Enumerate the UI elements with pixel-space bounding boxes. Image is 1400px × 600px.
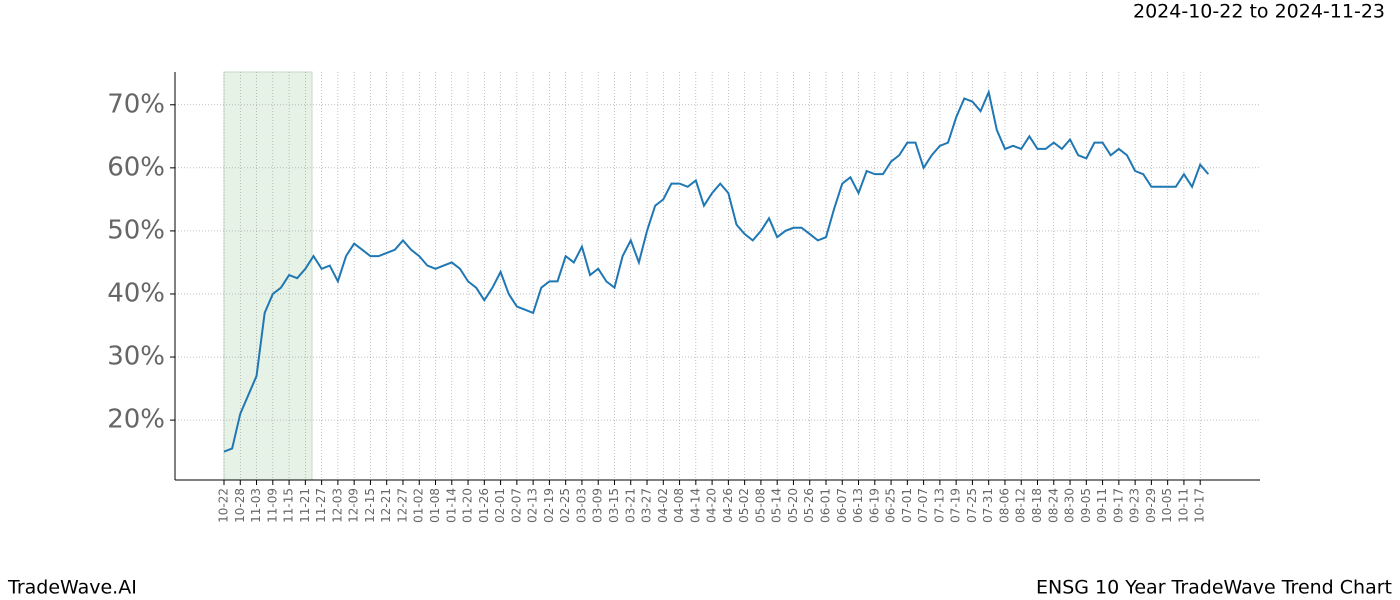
x-tick-label: 05-14 bbox=[770, 488, 784, 523]
x-tick-label: 07-31 bbox=[981, 488, 995, 523]
x-tick-label: 04-08 bbox=[672, 488, 686, 523]
x-tick-label: 06-01 bbox=[818, 488, 832, 523]
x-tick-label: 01-20 bbox=[461, 488, 475, 523]
x-tick-label: 11-15 bbox=[282, 488, 296, 523]
x-tick-label: 06-19 bbox=[867, 488, 881, 523]
x-tick-label: 05-02 bbox=[737, 488, 751, 523]
x-tick-label: 09-23 bbox=[1128, 488, 1142, 523]
y-tick-label: 30% bbox=[107, 342, 165, 372]
x-tick-label: 03-09 bbox=[591, 488, 605, 523]
x-tick-label: 05-26 bbox=[802, 488, 816, 523]
x-tick-label: 08-06 bbox=[997, 488, 1011, 523]
x-tick-label: 03-15 bbox=[607, 488, 621, 523]
x-tick-label: 04-02 bbox=[656, 488, 670, 523]
x-tick-label: 11-27 bbox=[314, 488, 328, 523]
date-range: 2024-10-22 to 2024-11-23 bbox=[1133, 1, 1385, 23]
x-tick-label: 07-19 bbox=[949, 488, 963, 523]
x-tick-label: 09-29 bbox=[1144, 488, 1158, 523]
x-tick-label: 01-14 bbox=[444, 488, 458, 523]
x-tick-label: 04-14 bbox=[688, 488, 702, 523]
x-tick-label: 10-22 bbox=[217, 488, 231, 523]
x-tick-label: 08-30 bbox=[1063, 488, 1077, 523]
x-tick-label: 01-08 bbox=[428, 488, 442, 523]
x-tick-label: 08-24 bbox=[1046, 488, 1060, 523]
x-tick-label: 09-05 bbox=[1079, 488, 1093, 523]
y-tick-label: 20% bbox=[107, 405, 165, 435]
x-tick-label: 11-21 bbox=[298, 488, 312, 523]
x-tick-label: 02-13 bbox=[526, 488, 540, 523]
x-tick-label: 03-21 bbox=[623, 488, 637, 523]
brand: TradeWave.AI bbox=[7, 577, 137, 599]
x-tick-label: 12-15 bbox=[363, 488, 377, 523]
x-tick-label: 03-03 bbox=[574, 488, 588, 523]
x-tick-label: 12-27 bbox=[395, 488, 409, 523]
x-tick-label: 07-25 bbox=[965, 488, 979, 523]
x-tick-label: 08-12 bbox=[1014, 488, 1028, 523]
x-tick-label: 10-11 bbox=[1176, 488, 1190, 523]
x-tick-label: 10-17 bbox=[1193, 488, 1207, 523]
x-tick-label: 12-03 bbox=[330, 488, 344, 523]
x-tick-label: 06-13 bbox=[851, 488, 865, 523]
y-tick-label: 50% bbox=[107, 215, 165, 245]
x-tick-label: 06-07 bbox=[835, 488, 849, 523]
x-tick-label: 02-19 bbox=[542, 488, 556, 523]
x-tick-label: 04-26 bbox=[721, 488, 735, 523]
x-tick-label: 03-27 bbox=[640, 488, 654, 523]
x-tick-label: 10-05 bbox=[1160, 488, 1174, 523]
x-tick-label: 06-25 bbox=[884, 488, 898, 523]
y-tick-label: 40% bbox=[107, 278, 165, 308]
y-tick-label: 60% bbox=[107, 152, 165, 182]
x-tick-label: 10-28 bbox=[233, 488, 247, 523]
x-tick-label: 09-11 bbox=[1095, 488, 1109, 523]
x-tick-label: 07-07 bbox=[916, 488, 930, 523]
x-tick-label: 01-26 bbox=[477, 488, 491, 523]
y-tick-label: 70% bbox=[107, 89, 165, 119]
trend-line bbox=[223, 88, 1210, 453]
x-tick-label: 08-18 bbox=[1030, 488, 1044, 523]
x-tick-label: 12-21 bbox=[379, 488, 393, 523]
x-tick-label: 05-20 bbox=[786, 488, 800, 523]
x-tick-label: 04-20 bbox=[705, 488, 719, 523]
x-tick-label: 09-17 bbox=[1111, 488, 1125, 523]
x-tick-label: 11-03 bbox=[249, 488, 263, 523]
x-tick-label: 07-13 bbox=[932, 488, 946, 523]
highlight-span bbox=[223, 71, 313, 481]
x-tick-label: 02-25 bbox=[558, 488, 572, 523]
chart-title: ENSG 10 Year TradeWave Trend Chart bbox=[1036, 577, 1392, 599]
x-tick-label: 11-09 bbox=[265, 488, 279, 523]
x-tick-label: 05-08 bbox=[753, 488, 767, 523]
x-tick-label: 07-01 bbox=[900, 488, 914, 523]
x-tick-label: 01-02 bbox=[412, 488, 426, 523]
x-tick-label: 12-09 bbox=[347, 488, 361, 523]
x-tick-label: 02-01 bbox=[493, 488, 507, 523]
x-tick-label: 02-07 bbox=[509, 488, 523, 523]
